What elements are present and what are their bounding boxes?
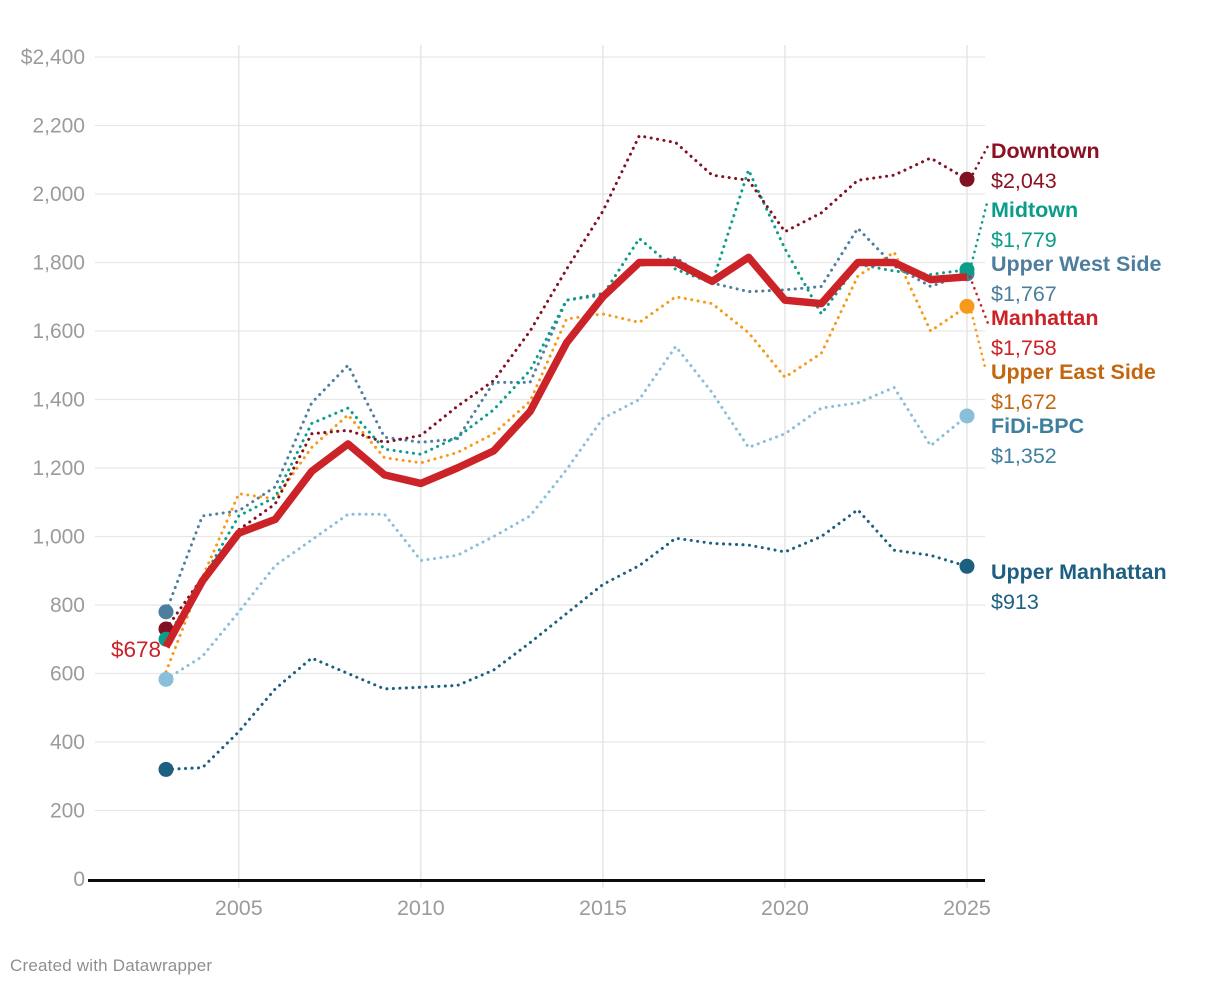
series-line-fidi-bpc <box>164 344 969 681</box>
y-axis-tick-label: 2,200 <box>32 115 85 138</box>
x-axis-tick-label: 2015 <box>579 896 627 920</box>
series-line-manhattan <box>162 253 968 649</box>
start-dot-fidi-bpc <box>158 671 174 687</box>
y-axis-tick-label: 800 <box>50 594 85 617</box>
series-line-upper-east-side <box>164 250 969 674</box>
y-axis-tick-label: 1,200 <box>32 457 85 480</box>
legend-name-midtown: Midtown <box>991 198 1078 222</box>
y-axis-tick-label: 2,000 <box>32 183 85 206</box>
y-axis-tick-label: 1,600 <box>32 320 85 343</box>
legend-name-upper-east-side: Upper East Side <box>991 360 1156 384</box>
legend-name-upper-manhattan: Upper Manhattan <box>991 560 1167 584</box>
start-value-label: $678 <box>111 637 161 662</box>
legend-value-manhattan: $1,758 <box>991 336 1057 360</box>
legend-name-upper-west-side: Upper West Side <box>991 252 1161 276</box>
credit-line: Created with Datawrapper <box>10 956 213 975</box>
leader-line-manhattan <box>968 275 991 328</box>
legend-value-fidi-bpc: $1,352 <box>991 444 1057 468</box>
y-axis-tick-label: 0 <box>73 868 85 891</box>
series-line-upper-manhattan <box>164 508 969 771</box>
x-axis-tick-label: 2020 <box>761 896 809 920</box>
series-line-upper-west-side <box>164 226 969 614</box>
x-axis-tick-label: 2025 <box>943 896 991 920</box>
series-line-midtown <box>164 168 969 641</box>
legend-value-upper-east-side: $1,672 <box>991 390 1057 414</box>
line-chart-svg: $2,400 2,200 2,000 1,800 1,600 1,400 1,200 1,00… <box>21 45 1167 920</box>
leader-line-upper-east-side <box>968 305 987 369</box>
end-dot-upper-east-side <box>959 298 975 314</box>
y-axis-tick-label: 1,000 <box>32 526 85 549</box>
legend-value-upper-manhattan: $913 <box>991 590 1039 614</box>
legend-value-downtown: $2,043 <box>991 169 1057 193</box>
start-dot-upper-manhattan <box>158 761 174 777</box>
x-axis-tick-label: 2005 <box>215 896 263 920</box>
y-axis-tick-label: 400 <box>50 731 85 754</box>
x-axis-tick-label: 2010 <box>397 896 445 920</box>
y-axis-tick-label: 200 <box>50 800 85 823</box>
y-axis-tick-label: 1,800 <box>32 252 85 275</box>
leader-line-downtown <box>968 144 990 181</box>
y-axis-tick-label: 1,400 <box>32 389 85 412</box>
series-line-downtown <box>164 134 969 631</box>
end-dot-upper-manhattan <box>959 558 975 574</box>
y-axis-tick-label: 600 <box>50 663 85 686</box>
legend-value-midtown: $1,779 <box>991 228 1057 252</box>
start-dot-upper-west-side <box>158 604 174 620</box>
label-leader-lines <box>968 144 991 369</box>
legend-name-downtown: Downtown <box>991 139 1100 163</box>
y-axis-tick-label: $2,400 <box>21 46 85 69</box>
chart-container: $2,400 2,200 2,000 1,800 1,600 1,400 1,200 1,00… <box>10 45 1167 975</box>
gridlines: $2,400 2,200 2,000 1,800 1,600 1,400 1,200 1,00… <box>21 45 991 920</box>
end-dot-downtown <box>959 171 975 187</box>
legend-name-manhattan: Manhattan <box>991 306 1099 330</box>
legend-value-upper-west-side: $1,767 <box>991 282 1057 306</box>
series-lines <box>164 134 969 771</box>
leader-line-midtown <box>968 201 989 271</box>
legend-name-fidi-bpc: FiDi-BPC <box>991 414 1084 438</box>
end-dot-fidi-bpc <box>959 408 975 424</box>
